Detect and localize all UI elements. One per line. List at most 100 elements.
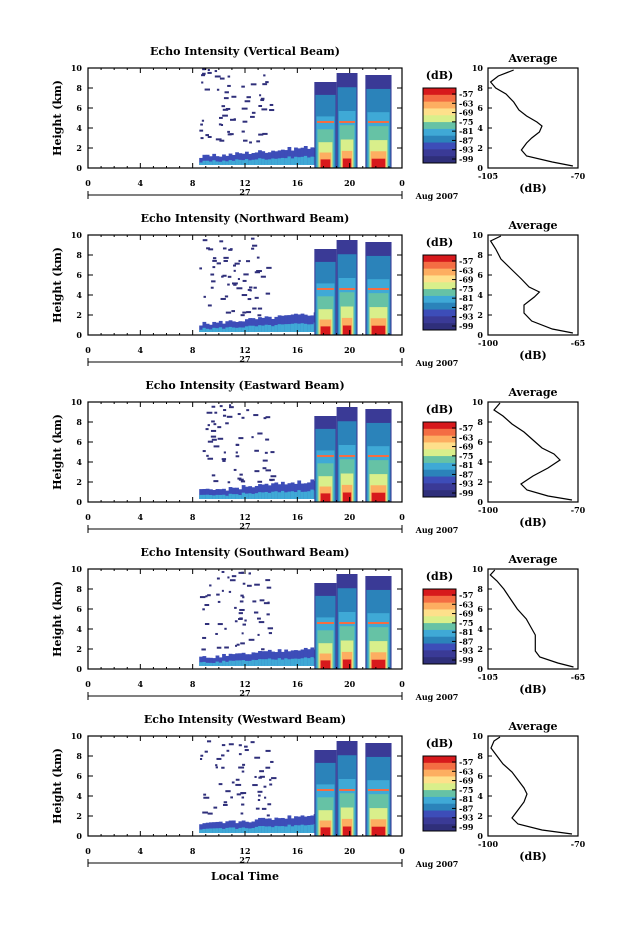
colorbar-band: [423, 122, 456, 130]
echo-cell: [207, 594, 211, 597]
echo-cell: [212, 327, 217, 332]
colorbar-band: [423, 268, 456, 276]
colorbar-band: [423, 817, 456, 825]
echo-cell: [223, 97, 229, 100]
echo-cell: [212, 490, 217, 499]
echo-cell: [290, 158, 295, 165]
echo-cell: [221, 275, 224, 278]
colorbar-band: [423, 449, 456, 457]
echo-cell: [342, 158, 352, 168]
echo-cell: [294, 816, 298, 833]
echo-cell: [294, 147, 298, 165]
echo-cell: [238, 159, 243, 165]
echo-cell: [222, 323, 226, 332]
echo-cell: [261, 108, 268, 111]
echo-cell: [245, 654, 249, 666]
echo-cell: [228, 326, 233, 332]
echo-cell: [274, 151, 279, 165]
profile-x-tick-label: -65: [571, 338, 585, 348]
echo-cell: [231, 575, 237, 578]
echo-cell: [219, 240, 224, 243]
heatmap-echo: [199, 740, 392, 836]
echo-cell: [241, 820, 246, 833]
echo-cell: [307, 324, 311, 332]
echo-cell: [248, 660, 253, 666]
y-tick-label: 0: [76, 664, 82, 674]
colorbar-band: [423, 650, 456, 658]
colorbar-tick-label: -57: [459, 256, 473, 266]
echo-cell: [269, 103, 274, 106]
echo-cell: [258, 659, 262, 666]
echo-cell: [239, 608, 245, 611]
echo-cell: [210, 286, 214, 289]
heatmap-echo: [199, 404, 392, 502]
colorbar-tick-label: -87: [459, 469, 473, 479]
colorbar-band: [423, 282, 456, 290]
echo-cell: [264, 451, 268, 454]
echo-cell: [222, 328, 226, 332]
echo-cell: [310, 147, 315, 165]
echo-cell: [371, 158, 386, 168]
x-tick-label: 20: [344, 178, 356, 188]
echo-cell: [260, 275, 266, 278]
echo-cell: [300, 824, 305, 833]
colorbar-band: [423, 456, 456, 464]
echo-cell: [261, 651, 266, 666]
echo-cell: [261, 317, 266, 332]
echo-cell: [277, 818, 282, 833]
profile-y-tick-label: 2: [477, 644, 483, 654]
colorbar-tick-label: -93: [459, 145, 474, 155]
y-tick-label: 2: [76, 811, 82, 821]
profile-y-tick-label: 4: [477, 624, 483, 634]
echo-cell: [227, 576, 230, 579]
echo-cell: [235, 159, 239, 165]
colorbar-tick-label: -57: [459, 590, 473, 600]
echo-cell: [235, 487, 239, 499]
echo-cell: [228, 660, 233, 666]
echo-cell: [248, 822, 253, 833]
echo-cell: [271, 326, 275, 332]
colorbar-band: [423, 769, 456, 777]
echo-cell: [270, 760, 274, 763]
profile-y-tick-label: 2: [477, 811, 483, 821]
echo-cell: [236, 793, 241, 796]
echo-cell: [248, 654, 253, 666]
colorbar-band: [423, 796, 456, 805]
profile-line: [493, 402, 573, 501]
profile-y-tick-label: 0: [477, 664, 483, 674]
echo-cell: [199, 157, 203, 165]
echo-cell: [267, 803, 272, 806]
echo-cell: [277, 324, 282, 332]
profile-frame: [487, 401, 579, 503]
echo-cell: [254, 493, 259, 499]
colorbar-band: [423, 469, 456, 478]
echo-cell: [297, 816, 302, 833]
y-tick-label: 4: [76, 791, 82, 801]
colorbar-band: [423, 156, 456, 164]
echo-cell: [262, 467, 267, 470]
echo-cell: [222, 414, 227, 417]
echo-cell: [207, 69, 210, 72]
y-axis-label: Height (km): [51, 80, 64, 156]
x-tick-label: 4: [138, 345, 144, 355]
profile-x-tick-label: -65: [571, 672, 585, 682]
echo-cell: [297, 157, 302, 165]
echo-cell: [212, 321, 217, 332]
echo-cell: [265, 81, 269, 84]
profile-y-tick-label: 8: [477, 584, 483, 594]
echo-cell: [238, 660, 243, 666]
profile-x-tick-label: -100: [478, 338, 498, 348]
colorbar-unit: (dB): [426, 403, 453, 416]
echo-cell: [222, 803, 228, 806]
echo-cell: [274, 482, 279, 499]
echo-cell: [280, 157, 285, 165]
echo-cell: [267, 649, 272, 666]
colorbar-band: [423, 476, 456, 484]
echo-cell: [235, 455, 240, 458]
profile-title: Average: [507, 219, 557, 232]
profile-title: Average: [507, 386, 557, 399]
echo-cell: [215, 156, 220, 165]
x-tick-label: 4: [138, 512, 144, 522]
echo-cell: [225, 311, 232, 314]
echo-cell: [271, 827, 275, 833]
